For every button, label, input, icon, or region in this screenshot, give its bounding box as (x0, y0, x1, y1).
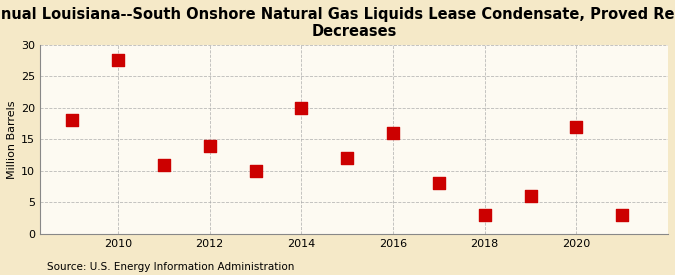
Point (113, 58, 124, 63)
Point (250, 169, 261, 173)
Point (433, 181, 444, 186)
Y-axis label: Million Barrels: Million Barrels (7, 100, 17, 178)
Title: Annual Louisiana--South Onshore Natural Gas Liquids Lease Condensate, Proved Res: Annual Louisiana--South Onshore Natural … (0, 7, 675, 39)
Point (617, 213, 628, 217)
Point (387, 131, 398, 135)
Point (159, 162, 169, 167)
Point (67, 118, 78, 123)
Point (571, 125, 582, 129)
Point (342, 156, 352, 160)
Point (296, 106, 306, 110)
Point (525, 194, 536, 198)
Point (205, 144, 215, 148)
Point (479, 213, 490, 217)
Text: Source: U.S. Energy Information Administration: Source: U.S. Energy Information Administ… (47, 262, 294, 272)
